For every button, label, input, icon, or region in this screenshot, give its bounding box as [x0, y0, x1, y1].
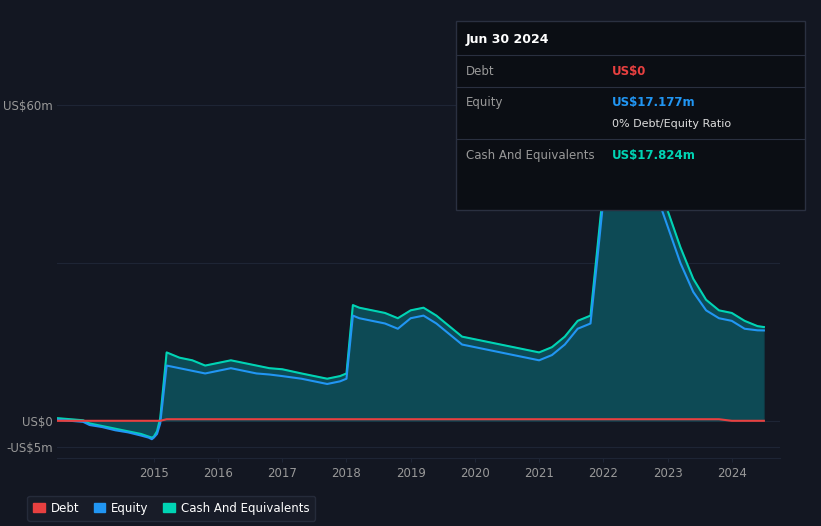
Text: Equity: Equity: [466, 96, 503, 109]
Text: US$17.177m: US$17.177m: [612, 96, 695, 109]
Text: US$0: US$0: [612, 65, 646, 77]
Text: US$17.824m: US$17.824m: [612, 149, 695, 161]
Legend: Debt, Equity, Cash And Equivalents: Debt, Equity, Cash And Equivalents: [27, 496, 315, 521]
Text: Jun 30 2024: Jun 30 2024: [466, 33, 549, 46]
Text: Debt: Debt: [466, 65, 494, 77]
Text: Cash And Equivalents: Cash And Equivalents: [466, 149, 594, 161]
Text: 0% Debt/Equity Ratio: 0% Debt/Equity Ratio: [612, 118, 731, 129]
